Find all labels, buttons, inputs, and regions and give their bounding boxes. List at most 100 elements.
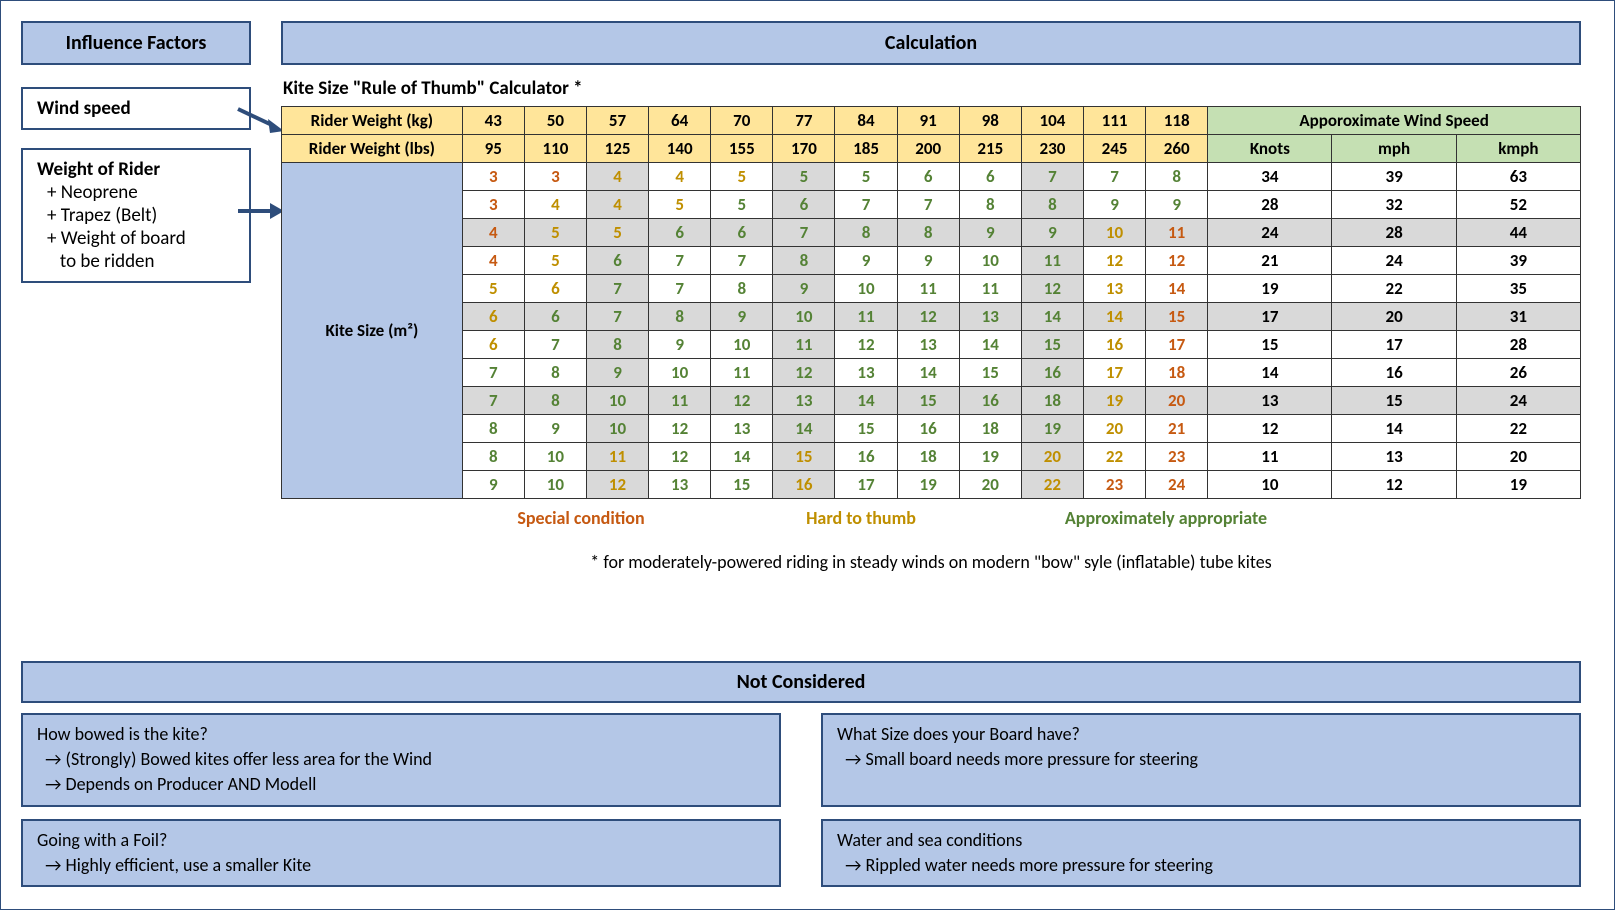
kite-cell: 23 [1146,443,1208,471]
kite-cell: 12 [1146,247,1208,275]
kite-cell: 11 [835,303,897,331]
kite-cell: 16 [897,415,959,443]
kg-cell: 57 [586,107,648,135]
kite-cell: 21 [1146,415,1208,443]
kg-cell: 104 [1021,107,1083,135]
kite-cell: 11 [897,275,959,303]
kite-cell: 7 [897,191,959,219]
kite-cell: 5 [711,191,773,219]
lbs-cell: 140 [649,135,711,163]
kite-cell: 18 [959,415,1021,443]
kite-cell: 18 [1146,359,1208,387]
rider-weight-label: Weight of Rider [37,158,235,181]
kite-cell: 4 [586,191,648,219]
kg-cell: 43 [462,107,524,135]
wind-unit: kmph [1456,135,1580,163]
kite-cell: 7 [711,247,773,275]
kite-cell: 8 [1146,163,1208,191]
lbs-cell: 260 [1146,135,1208,163]
kite-cell: 8 [462,443,524,471]
kite-cell: 24 [1146,471,1208,499]
kite-cell: 8 [711,275,773,303]
influence-factors-header: Influence Factors [21,21,251,65]
kite-cell: 6 [959,163,1021,191]
kite-cell: 13 [835,359,897,387]
kite-cell: 6 [586,247,648,275]
kite-cell: 9 [897,247,959,275]
kite-cell: 7 [773,219,835,247]
kite-cell: 7 [586,303,648,331]
kite-cell: 9 [959,219,1021,247]
kite-cell: 7 [1083,163,1145,191]
kite-cell: 3 [524,163,586,191]
kite-cell: 16 [835,443,897,471]
kite-cell: 5 [773,163,835,191]
row1-label: Rider Weight (kg) [282,107,463,135]
kite-cell: 9 [649,331,711,359]
lbs-cell: 170 [773,135,835,163]
kite-cell: 12 [586,471,648,499]
kite-cell: 13 [773,387,835,415]
kite-cell: 17 [1083,359,1145,387]
rider-weight-box: Weight of Rider + Neoprene + Trapez (Bel… [21,148,251,283]
kite-cell: 3 [462,191,524,219]
kite-cell: 6 [897,163,959,191]
kite-cell: 14 [773,415,835,443]
kite-cell: 9 [773,275,835,303]
kg-cell: 118 [1146,107,1208,135]
kite-cell: 14 [1146,275,1208,303]
kite-cell: 16 [1083,331,1145,359]
wind-cell: 26 [1456,359,1580,387]
lbs-cell: 245 [1083,135,1145,163]
kite-cell: 12 [773,359,835,387]
kite-cell: 14 [711,443,773,471]
kite-cell: 18 [897,443,959,471]
kite-cell: 8 [835,219,897,247]
wind-cell: 17 [1332,331,1456,359]
kite-cell: 7 [835,191,897,219]
kite-cell: 8 [959,191,1021,219]
kite-cell: 9 [586,359,648,387]
kite-cell: 5 [524,247,586,275]
kite-cell: 19 [897,471,959,499]
lbs-cell: 125 [586,135,648,163]
arrow-rider-icon [236,191,286,231]
kite-cell: 11 [773,331,835,359]
kite-size-table: Rider Weight (kg)43505764707784919810411… [281,106,1581,499]
kite-cell: 4 [586,163,648,191]
kite-cell: 15 [835,415,897,443]
not-considered-section: Not Considered How bowed is the kite? → … [21,661,1581,887]
kite-cell: 9 [462,471,524,499]
kite-cell: 4 [462,247,524,275]
wind-cell: 10 [1208,471,1332,499]
kite-cell: 14 [897,359,959,387]
kite-cell: 10 [835,275,897,303]
nc-item-3: Water and sea conditions → Rippled water… [821,819,1581,887]
nc-item-0: How bowed is the kite? → (Strongly) Bowe… [21,713,781,807]
wind-cell: 14 [1332,415,1456,443]
lbs-cell: 95 [462,135,524,163]
wind-cell: 12 [1208,415,1332,443]
wind-speed-box: Wind speed [21,87,251,130]
wind-cell: 20 [1332,303,1456,331]
wind-cell: 15 [1208,331,1332,359]
kite-cell: 8 [586,331,648,359]
kite-cell: 11 [1021,247,1083,275]
wind-cell: 21 [1208,247,1332,275]
wind-cell: 63 [1456,163,1580,191]
kite-cell: 6 [462,331,524,359]
kite-cell: 18 [1021,387,1083,415]
wind-cell: 12 [1332,471,1456,499]
kite-cell: 20 [1021,443,1083,471]
kg-cell: 70 [711,107,773,135]
kite-cell: 6 [773,191,835,219]
kite-cell: 15 [711,471,773,499]
kite-cell: 16 [1021,359,1083,387]
kite-cell: 10 [586,387,648,415]
kite-cell: 6 [711,219,773,247]
kite-cell: 4 [649,163,711,191]
kite-cell: 14 [1083,303,1145,331]
kite-cell: 6 [462,303,524,331]
kg-cell: 91 [897,107,959,135]
kite-cell: 14 [835,387,897,415]
